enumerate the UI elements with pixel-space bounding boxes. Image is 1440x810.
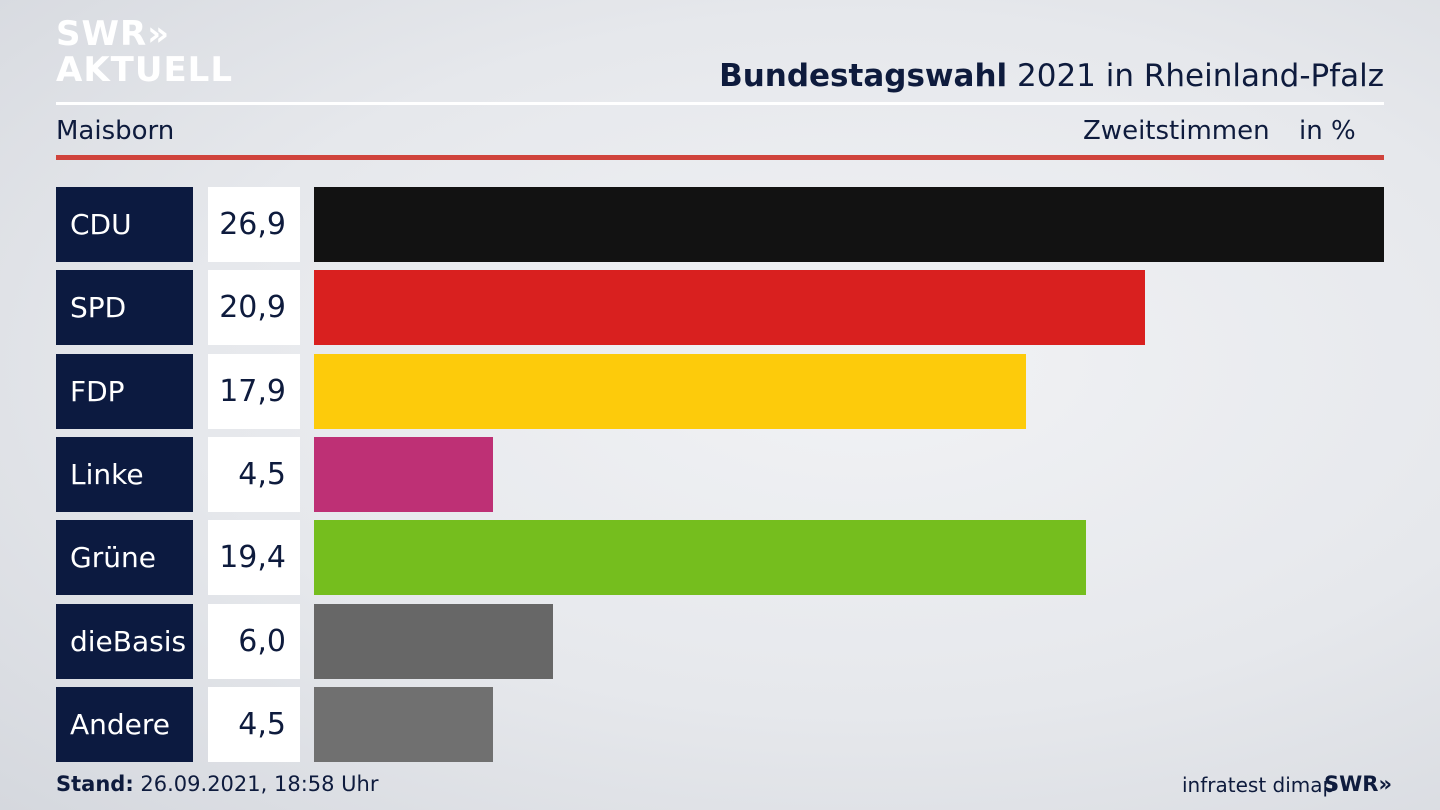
value-label: 19,4 [208, 520, 300, 595]
chart-row: Grüne 19,4 [56, 520, 1384, 595]
title-rest: 2021 in Rheinland-Pfalz [1007, 58, 1384, 94]
bar [314, 187, 1384, 262]
value-label: 4,5 [208, 437, 300, 512]
swr-brand-mark: SWR» [1324, 772, 1393, 796]
logo-line-aktuell: AKTUELL [56, 50, 234, 90]
chart-row: dieBasis 6,0 [56, 604, 1384, 679]
chart-row: Andere 4,5 [56, 687, 1384, 762]
party-label: Linke [56, 437, 193, 512]
value-label: 20,9 [208, 270, 300, 345]
bar [314, 604, 553, 679]
value-label: 26,9 [208, 187, 300, 262]
value-label: 6,0 [208, 604, 300, 679]
party-label: CDU [56, 187, 193, 262]
bar [314, 437, 493, 512]
chart-row: FDP 17,9 [56, 354, 1384, 429]
bar [314, 520, 1086, 595]
metric-label: Zweitstimmen [1083, 116, 1270, 146]
logo-line-swr: SWR» [56, 14, 171, 54]
party-label: Grüne [56, 520, 193, 595]
party-label: Andere [56, 687, 193, 762]
swr-aktuell-logo: SWR» AKTUELL [56, 16, 233, 88]
stand-label: Stand: [56, 772, 134, 796]
data-source: infratest dimap [1182, 773, 1336, 797]
chart-row: CDU 26,9 [56, 187, 1384, 262]
bar [314, 270, 1145, 345]
value-label: 4,5 [208, 687, 300, 762]
timestamp: Stand: 26.09.2021, 18:58 Uhr [56, 772, 379, 796]
location-label: Maisborn [56, 116, 175, 146]
bar [314, 687, 493, 762]
value-label: 17,9 [208, 354, 300, 429]
unit-label: in % [1299, 116, 1356, 146]
party-label: dieBasis [56, 604, 193, 679]
party-label: SPD [56, 270, 193, 345]
chart-row: Linke 4,5 [56, 437, 1384, 512]
accent-divider [56, 155, 1384, 160]
chart-row: SPD 20,9 [56, 270, 1384, 345]
title-bold: Bundestagswahl [719, 58, 1008, 94]
party-label: FDP [56, 354, 193, 429]
header-divider [56, 102, 1384, 105]
stand-value: 26.09.2021, 18:58 Uhr [133, 772, 379, 796]
chart-title: Bundestagswahl 2021 in Rheinland-Pfalz [719, 58, 1384, 94]
bar [314, 354, 1026, 429]
